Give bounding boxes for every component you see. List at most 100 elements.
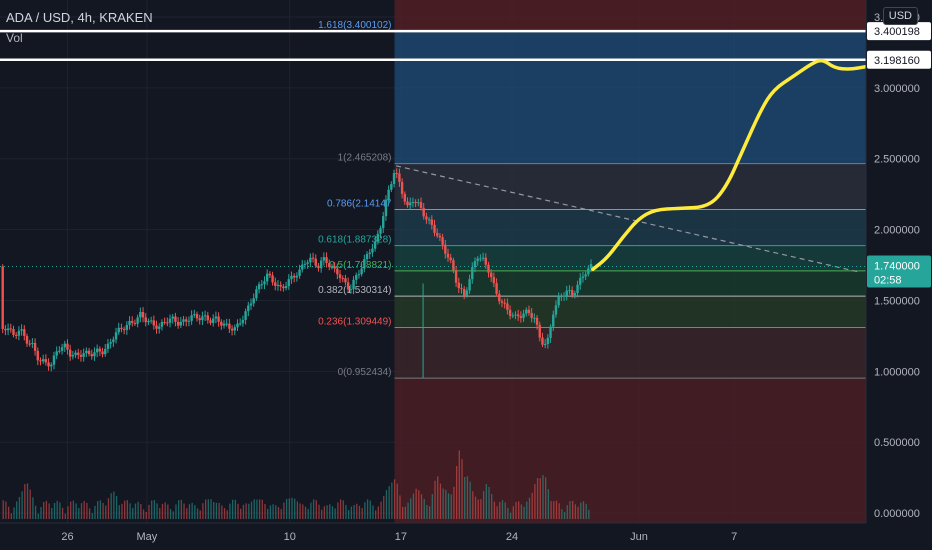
volume-bar <box>401 507 404 519</box>
candle-body <box>144 317 147 323</box>
candle-body <box>90 354 93 357</box>
candle-body <box>387 189 390 201</box>
time-tick-label: 17 <box>395 531 407 543</box>
candle-body <box>352 279 355 290</box>
volume-bar <box>437 476 439 519</box>
volume-bar <box>48 503 50 519</box>
volume-bar <box>572 500 574 519</box>
candle-body <box>568 290 571 292</box>
volume-bar <box>356 503 358 519</box>
candle-body <box>122 329 126 331</box>
candle-body <box>198 318 201 321</box>
candle-countdown: 02:58 <box>874 274 902 286</box>
candle-body <box>546 337 550 344</box>
volume-bar <box>423 498 425 519</box>
volume-bar <box>434 480 436 519</box>
volume-bar <box>458 450 460 519</box>
volume-bar <box>493 501 496 519</box>
fib-zone <box>394 163 866 210</box>
candle-body <box>50 364 53 367</box>
candle-body <box>17 330 21 336</box>
currency-button[interactable]: USD <box>882 7 918 25</box>
volume-bar <box>569 501 571 519</box>
candle-body <box>519 316 523 318</box>
symbol-title: ADA / USD, 4h, KRAKEN <box>6 10 153 25</box>
volume-bar <box>283 502 285 519</box>
candle-body <box>322 257 326 261</box>
candle-body <box>195 314 199 319</box>
candle-body <box>301 264 304 270</box>
volume-bar <box>431 494 433 519</box>
volume-bar <box>159 508 161 519</box>
candle-body <box>409 202 412 206</box>
candle-body <box>206 315 210 321</box>
volume-bar <box>310 502 312 519</box>
volume-bar <box>580 502 582 519</box>
volume-indicator-label: Vol <box>6 31 23 45</box>
candle-body <box>589 264 593 269</box>
volume-bar <box>396 483 398 519</box>
volume-bar <box>167 504 169 519</box>
projection-drawing[interactable] <box>591 58 868 272</box>
fib-level-label: 1(2.465208) <box>338 153 392 164</box>
volume-bar <box>186 508 188 519</box>
fib-level-label: 0.5(1.708821) <box>329 260 391 271</box>
candle-body <box>139 312 142 318</box>
volume-bar <box>518 501 520 519</box>
candle-body <box>87 350 91 355</box>
volume-bar <box>151 500 153 519</box>
candle-body <box>23 329 26 336</box>
candle-body <box>549 326 552 338</box>
volume-bar <box>40 506 42 519</box>
volume-bar <box>499 501 501 519</box>
candle-body <box>149 320 153 322</box>
candle-body <box>276 284 280 286</box>
time-axis[interactable] <box>0 523 866 550</box>
volume-bar <box>175 504 177 519</box>
volume-bar <box>29 489 31 519</box>
price-tick-label: 2.000000 <box>874 225 920 237</box>
volume-bar <box>272 504 274 519</box>
volume-bar <box>407 502 409 519</box>
volume-bar <box>194 505 196 519</box>
candle-body <box>71 355 75 357</box>
volume-bar <box>202 503 204 519</box>
candle-body <box>12 329 15 335</box>
candle-body <box>98 348 102 352</box>
fib-level-label: 1.618(3.400102) <box>318 20 391 31</box>
volume-bar <box>161 503 164 519</box>
level-price-badge <box>867 50 931 69</box>
volume-bar <box>302 504 304 519</box>
candle-body <box>538 324 541 338</box>
volume-bar <box>472 491 474 519</box>
volume-bar <box>304 506 307 519</box>
candle-body <box>158 326 161 329</box>
volume-bar <box>53 502 56 519</box>
candle-body <box>60 347 64 351</box>
level-price-badge <box>867 22 931 41</box>
candle-body <box>214 316 218 319</box>
candle-body <box>44 359 48 363</box>
volume-bar <box>207 499 209 519</box>
volume-bar <box>439 483 442 519</box>
candle-body <box>268 273 272 276</box>
volume-bar <box>86 502 88 519</box>
candle-body <box>295 275 299 278</box>
volume-bar <box>250 501 253 519</box>
candle-body <box>79 354 83 357</box>
volume-bar <box>32 497 34 519</box>
volume-bar <box>393 479 396 519</box>
candle-body <box>360 268 363 275</box>
volume-bar <box>145 511 147 519</box>
fib-zone-extension <box>394 0 866 32</box>
candle-body <box>104 348 107 355</box>
candle-body <box>471 267 474 280</box>
candle-body <box>209 320 212 323</box>
candle-body <box>101 351 104 355</box>
candle-body <box>25 335 29 344</box>
candle-body <box>292 275 296 278</box>
candle-body <box>454 270 458 283</box>
candle-body <box>438 235 442 238</box>
volume-bar <box>450 494 452 519</box>
